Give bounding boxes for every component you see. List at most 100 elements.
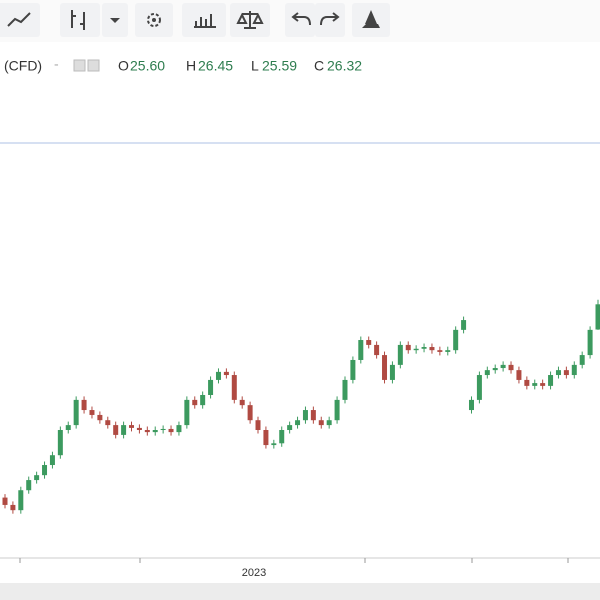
toolbar: [0, 0, 600, 42]
candle-body: [152, 430, 158, 433]
candle-body: [271, 443, 277, 446]
candle-body: [287, 425, 293, 431]
candle-body: [413, 348, 419, 351]
candle-body: [34, 475, 40, 481]
candle-body: [113, 425, 119, 435]
candle-body: [192, 399, 198, 406]
redo-button[interactable]: [315, 3, 345, 37]
candle-body: [548, 375, 554, 386]
candle-body: [49, 455, 55, 466]
legend-toggle[interactable]: [73, 59, 86, 72]
candle-body: [445, 350, 451, 352]
legend-toggle[interactable]: [87, 59, 100, 72]
candle-body: [255, 420, 261, 431]
candle-body: [295, 420, 301, 426]
candle-body: [587, 329, 593, 356]
candle-body: [215, 371, 221, 380]
candle-body: [184, 399, 190, 426]
candle-body: [421, 347, 427, 349]
candle-body: [200, 394, 206, 406]
candle-body: [2, 497, 8, 505]
candle-body: [89, 410, 95, 415]
legend: (CFD) - O 25.60 H 26.45 L 25.59 C 26.32: [4, 56, 362, 74]
candle-body: [26, 480, 32, 491]
undo-button[interactable]: [285, 3, 315, 37]
symbol: (CFD): [4, 58, 42, 74]
candle-body: [405, 344, 411, 351]
low-value: 25.59: [262, 58, 297, 74]
candles: [2, 299, 600, 514]
candle-body: [129, 425, 135, 428]
candle-body: [57, 430, 63, 456]
candle-body: [136, 427, 142, 431]
open-value: 25.60: [130, 58, 165, 74]
candle-body: [555, 370, 561, 376]
high-value: 26.45: [198, 58, 233, 74]
alert-button[interactable]: [352, 3, 390, 37]
candle-body: [389, 364, 395, 380]
x-axis: 2023: [0, 557, 600, 600]
candle-body: [374, 344, 380, 356]
candle-body: [358, 340, 364, 360]
candle-body: [176, 425, 182, 433]
candle-body: [144, 430, 150, 433]
candle-body: [302, 410, 308, 421]
close-label: C: [314, 58, 324, 74]
candle-body: [595, 304, 600, 330]
candle-body: [168, 428, 174, 433]
candle-body: [476, 375, 482, 400]
candle-body: [97, 414, 103, 421]
candle-body: [18, 490, 24, 511]
candle-body: [65, 425, 71, 431]
open-label: O: [118, 58, 129, 74]
candle-body: [231, 375, 237, 400]
scrollbar[interactable]: [0, 583, 600, 600]
x-axis-label: 2023: [242, 567, 266, 579]
candle-body: [279, 430, 285, 444]
candle-body: [208, 379, 214, 395]
dropdown-button[interactable]: [102, 3, 128, 37]
candle-body: [10, 504, 16, 511]
candle-body: [540, 383, 546, 386]
compare-button[interactable]: [182, 3, 226, 37]
candle-body: [223, 371, 229, 376]
candle-body: [516, 370, 522, 380]
candle-body: [350, 359, 356, 380]
x-axis-ticks: [19, 558, 569, 563]
candle-body: [532, 383, 538, 386]
candle-body: [263, 430, 269, 446]
candle-body: [81, 399, 87, 411]
indicators-button[interactable]: [60, 3, 100, 37]
candle-body: [397, 344, 403, 365]
candle-body: [563, 370, 569, 376]
candle-body: [105, 420, 111, 426]
candle-body: [247, 405, 253, 421]
chart-type-button[interactable]: [0, 3, 40, 37]
candle-body: [42, 465, 48, 476]
candle-body: [500, 364, 506, 369]
close-value: 26.32: [327, 58, 362, 74]
candle-body: [334, 399, 340, 421]
candle-body: [508, 364, 514, 371]
candle-body: [484, 370, 490, 376]
candle-body: [342, 379, 348, 400]
candle-body: [429, 347, 435, 351]
candle-body: [73, 399, 79, 426]
candle-body: [492, 368, 498, 371]
candle-body: [453, 329, 459, 351]
candle-body: [366, 340, 372, 345]
legend-dash: -: [54, 56, 59, 72]
candle-body: [121, 425, 127, 435]
settings-button[interactable]: [135, 3, 173, 37]
candle-body: [160, 428, 166, 431]
candle-body: [318, 420, 324, 426]
low-label: L: [251, 58, 259, 74]
high-label: H: [186, 58, 196, 74]
scale-button[interactable]: [230, 3, 270, 37]
candle-body: [461, 320, 467, 330]
candle-body: [437, 350, 443, 352]
candle-body: [382, 355, 388, 380]
candle-body: [310, 410, 316, 421]
